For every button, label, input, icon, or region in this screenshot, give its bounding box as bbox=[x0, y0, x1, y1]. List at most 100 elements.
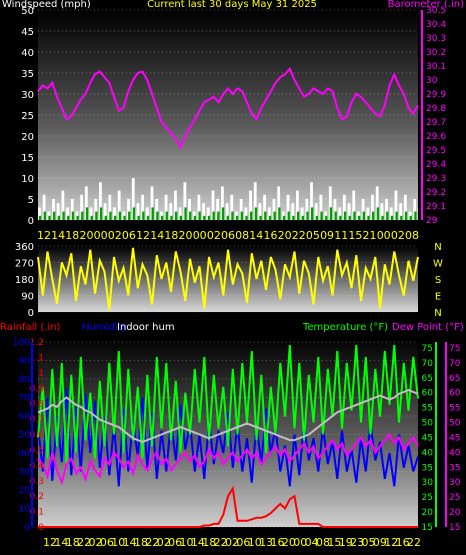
humidity-tick-label: 100 bbox=[13, 338, 30, 348]
barometer-line bbox=[37, 66, 419, 150]
wind-avg-bar bbox=[362, 211, 365, 220]
windspeed-tick-label: 35 bbox=[21, 69, 34, 80]
wind-avg-bar bbox=[118, 211, 122, 220]
direction-tick-label: 180 bbox=[15, 275, 34, 286]
wind-avg-bar bbox=[376, 207, 380, 220]
wind-gust-bar bbox=[319, 194, 323, 220]
wind-avg-bar bbox=[400, 215, 403, 220]
dew-point-axis-title: Dew Point (°F) bbox=[392, 322, 464, 333]
wind-avg-bar bbox=[273, 211, 276, 220]
wind-avg-bar bbox=[390, 215, 394, 220]
wind-gust-bar bbox=[42, 194, 46, 220]
rainfall-tick-label: 0.4 bbox=[30, 461, 45, 471]
time-tick-label: 11 bbox=[334, 229, 348, 242]
time-tick-label: 06 bbox=[168, 536, 182, 549]
temperature-tick-label: 15 bbox=[422, 523, 433, 533]
wind-avg-bar bbox=[90, 215, 93, 220]
compass-label: N bbox=[434, 308, 441, 319]
wind-avg-bar bbox=[179, 215, 183, 220]
time-tick-label: 14 bbox=[191, 536, 205, 549]
time-tick-label: 02 bbox=[225, 536, 239, 549]
wind-gust-bar bbox=[169, 203, 173, 220]
wind-gust-bar bbox=[230, 194, 234, 220]
windspeed-tick-label: 25 bbox=[21, 111, 34, 122]
time-tick-label: 08 bbox=[235, 229, 249, 242]
wind-avg-bar bbox=[325, 215, 328, 220]
wind-gust-bar bbox=[113, 207, 116, 220]
dew-point-tick-label: 60 bbox=[449, 389, 461, 399]
axes-layer: 051015202530354045502929.129.229.329.429… bbox=[13, 6, 461, 549]
wind-avg-bar bbox=[95, 211, 98, 220]
rainfall-tick-label: 1 bbox=[38, 369, 44, 379]
wind-gust-bar bbox=[394, 190, 398, 220]
wind-gust-bar bbox=[38, 207, 41, 220]
wind-gust-bar bbox=[413, 199, 417, 220]
dew-point-tick-label: 30 bbox=[449, 478, 461, 488]
temperature-tick-label: 55 bbox=[422, 404, 433, 414]
wind-gust-bar bbox=[98, 182, 102, 220]
wind-gust-bar bbox=[244, 207, 248, 220]
temperature-tick-label: 30 bbox=[422, 478, 434, 488]
rainfall-tick-label: 1.2 bbox=[30, 338, 44, 348]
wind-gust-bar bbox=[333, 199, 337, 220]
time-tick-label: 16 bbox=[263, 229, 277, 242]
wind-gust-bar bbox=[164, 194, 168, 220]
wind-gust-bar bbox=[155, 199, 159, 220]
wind-avg-bar bbox=[292, 215, 295, 220]
humidity-tick-label: 30 bbox=[19, 468, 31, 478]
temperature-tick-label: 35 bbox=[422, 463, 433, 473]
indoor-hum-legend: Indoor hum bbox=[117, 322, 175, 333]
time-tick-label: 09 bbox=[320, 229, 334, 242]
wind-gust-bar bbox=[183, 182, 187, 220]
time-tick-label: 15 bbox=[348, 229, 362, 242]
barometer-tick-label: 29.8 bbox=[426, 104, 446, 114]
wind-gust-bar bbox=[197, 194, 201, 220]
windspeed-tick-label: 5 bbox=[28, 195, 34, 206]
time-tick-label: 22 bbox=[77, 536, 91, 549]
wind-avg-bar bbox=[245, 215, 248, 220]
dew-point-tick-label: 35 bbox=[449, 463, 460, 473]
time-tick-label: 12 bbox=[384, 536, 398, 549]
time-tick-label: 22 bbox=[292, 229, 306, 242]
wind-avg-bar bbox=[404, 211, 408, 220]
time-tick-label: 12 bbox=[43, 536, 57, 549]
wind-gust-bar bbox=[145, 207, 149, 220]
time-tick-label: 02 bbox=[108, 229, 122, 242]
temperature-tick-label: 45 bbox=[422, 433, 433, 443]
time-tick-label: 18 bbox=[65, 229, 79, 242]
wind-avg-bar bbox=[268, 215, 272, 220]
rainfall-tick-label: 0.1 bbox=[30, 508, 44, 518]
direction-tick-label: 0 bbox=[28, 308, 34, 319]
dew-point-tick-label: 65 bbox=[449, 374, 460, 384]
wind-avg-bar bbox=[301, 215, 304, 220]
time-tick-label: 05 bbox=[362, 536, 376, 549]
time-tick-label: 06 bbox=[122, 229, 136, 242]
dew-point-tick-label: 50 bbox=[449, 419, 461, 429]
time-tick-label: 04 bbox=[305, 536, 319, 549]
wind-avg-bar bbox=[386, 211, 389, 220]
dew-point-tick-label: 20 bbox=[449, 508, 461, 518]
dew-point-tick-label: 75 bbox=[449, 344, 460, 354]
time-tick-label: 14 bbox=[123, 536, 137, 549]
wind-avg-bar bbox=[353, 211, 356, 220]
time-tick-label: 14 bbox=[249, 229, 263, 242]
barometer-tick-label: 30.4 bbox=[426, 20, 446, 30]
dew-point-tick-label: 25 bbox=[449, 493, 460, 503]
time-tick-label: 18 bbox=[134, 536, 148, 549]
wind-avg-bar bbox=[198, 211, 201, 220]
wind-gust-bar bbox=[366, 207, 370, 220]
wind-avg-bar bbox=[170, 215, 173, 220]
wind-direction-line bbox=[37, 247, 419, 311]
rainfall-tick-label: 0.9 bbox=[30, 384, 45, 394]
wind-avg-bar bbox=[296, 211, 300, 220]
wind-avg-bar bbox=[306, 211, 309, 220]
windspeed-tick-label: 50 bbox=[21, 6, 34, 17]
wind-avg-bar bbox=[48, 215, 51, 220]
wind-gust-bar bbox=[66, 207, 69, 220]
rainfall-tick-label: 0.5 bbox=[30, 446, 44, 456]
time-tick-label: 02 bbox=[89, 536, 103, 549]
wind-avg-bar bbox=[57, 215, 61, 220]
time-tick-label: 14 bbox=[51, 229, 65, 242]
time-tick-label: 12 bbox=[37, 229, 51, 242]
